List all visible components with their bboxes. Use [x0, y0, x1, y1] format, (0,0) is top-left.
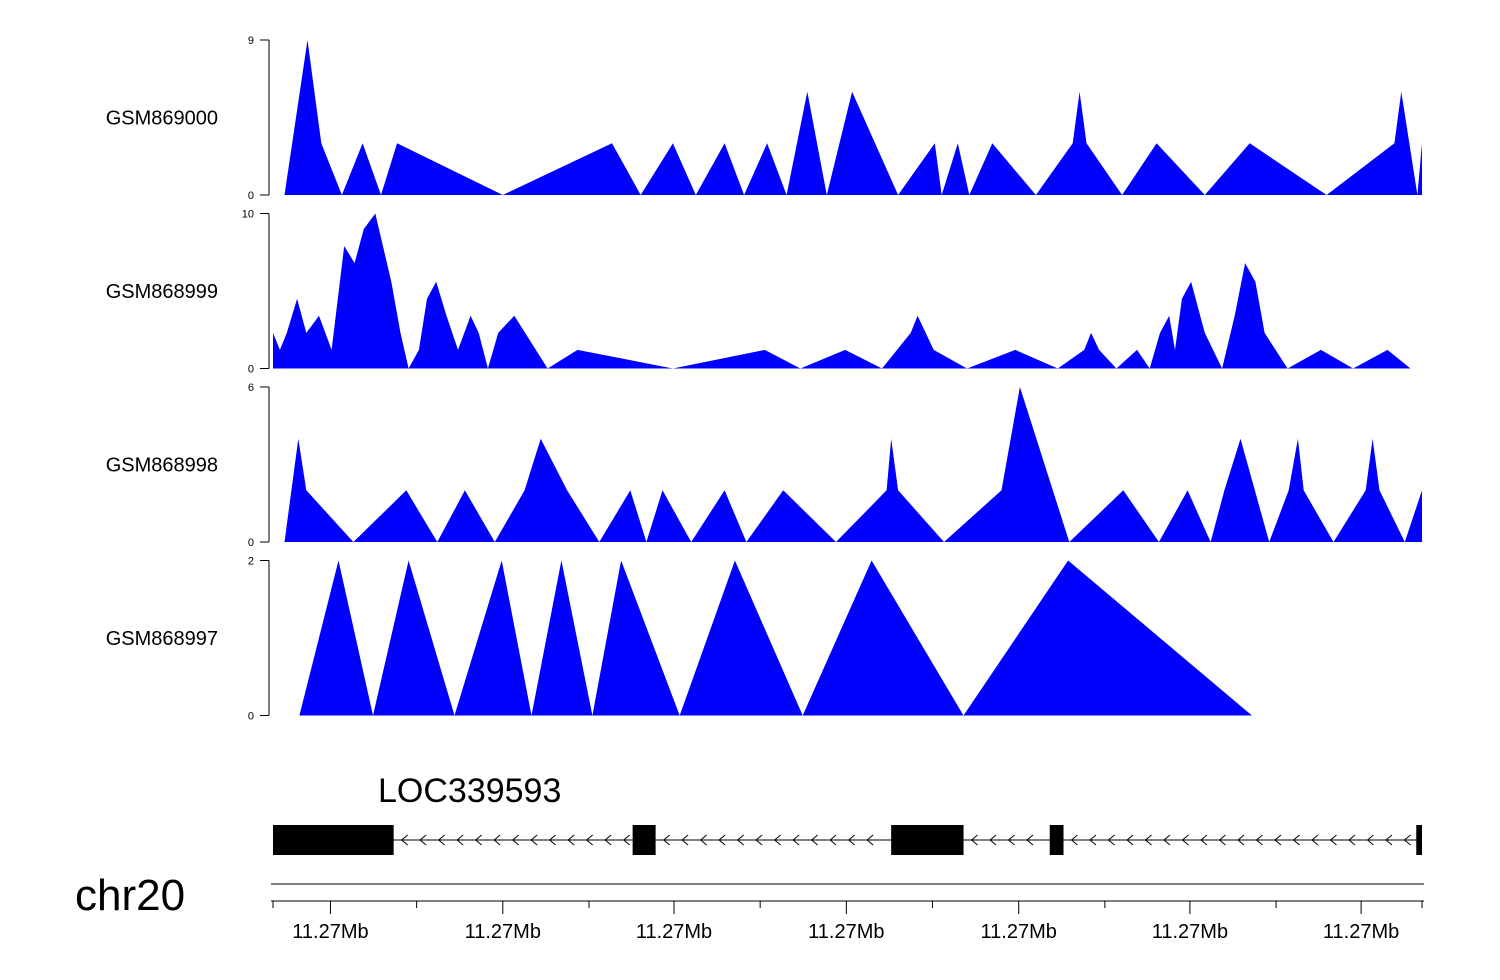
y-tick-label: 6 — [248, 382, 254, 394]
track-label: GSM868998 — [106, 455, 218, 477]
strand-arrow-icon — [1237, 834, 1245, 846]
strand-arrow-icon — [511, 834, 519, 846]
strand-arrow-icon — [1329, 834, 1337, 846]
exon — [632, 825, 656, 855]
strand-arrow-icon — [1255, 834, 1263, 846]
strand-arrow-icon — [1144, 834, 1152, 846]
strand-arrow-icon — [866, 834, 874, 846]
strand-arrow-icon — [548, 834, 556, 846]
data-tracks: GSM86900009GSM868999010GSM86899806GSM868… — [106, 35, 1422, 723]
track-gsm869000: GSM869000 0 9 — [106, 35, 1422, 202]
strand-arrow-icon — [662, 834, 670, 846]
y-tick-label: 0 — [248, 190, 254, 202]
gene-label: LOC339593 — [378, 772, 561, 810]
y-tick-label: 0 — [248, 364, 254, 376]
coverage-area — [284, 40, 1422, 195]
track-gsm868999: GSM868999 0 10 — [106, 209, 1411, 376]
gene-model-track: LOC339593 — [273, 772, 1422, 855]
strand-arrow-icon — [1070, 834, 1078, 846]
exon — [273, 825, 394, 855]
strand-arrow-icon — [1292, 834, 1300, 846]
strand-arrow-icon — [1163, 834, 1171, 846]
axis-tick-label: 11.27Mb — [981, 921, 1057, 943]
exon — [1049, 825, 1064, 855]
strand-arrow-icon — [1026, 834, 1034, 846]
strand-arrow-icon — [1274, 834, 1282, 846]
strand-arrow-icon — [970, 834, 978, 846]
strand-arrow-icon — [810, 834, 818, 846]
y-tick-label: 9 — [248, 35, 254, 47]
strand-arrow-icon — [493, 834, 501, 846]
axis-tick-label: 11.27Mb — [292, 921, 368, 943]
track-label: GSM868997 — [106, 628, 218, 650]
strand-arrow-icon — [736, 834, 744, 846]
track-gsm868998: GSM868998 0 6 — [106, 382, 1422, 549]
coverage-area — [299, 560, 1252, 716]
strand-arrow-icon — [622, 834, 630, 846]
exon — [891, 825, 964, 855]
strand-arrow-icon — [989, 834, 997, 846]
coverage-area — [273, 213, 1411, 369]
strand-arrow-icon — [530, 834, 538, 846]
exon — [1416, 825, 1422, 855]
strand-arrow-icon — [474, 834, 482, 846]
track-label: GSM868999 — [106, 281, 218, 303]
track-label: GSM869000 — [106, 108, 218, 130]
strand-arrow-icon — [681, 834, 689, 846]
strand-arrow-icon — [699, 834, 707, 846]
strand-arrow-icon — [437, 834, 445, 846]
strand-arrow-icon — [773, 834, 781, 846]
y-tick-label: 0 — [248, 537, 254, 549]
axis-tick-label: 11.27Mb — [1152, 921, 1228, 943]
strand-arrow-icon — [1403, 834, 1411, 846]
strand-arrow-icon — [1089, 834, 1097, 846]
strand-arrow-icon — [847, 834, 855, 846]
strand-arrow-icon — [456, 834, 464, 846]
coverage-area — [284, 387, 1422, 542]
axis-tick-label: 11.27Mb — [636, 921, 712, 943]
strand-arrow-icon — [1181, 834, 1189, 846]
y-tick-label: 2 — [248, 556, 254, 568]
axis-tick-label: 11.27Mb — [808, 921, 884, 943]
strand-arrow-icon — [829, 834, 837, 846]
strand-arrow-icon — [419, 834, 427, 846]
strand-arrow-icon — [1007, 834, 1015, 846]
strand-arrow-icon — [1107, 834, 1115, 846]
strand-arrow-icon — [1385, 834, 1393, 846]
strand-arrow-icon — [718, 834, 726, 846]
y-tick-label: 0 — [248, 711, 254, 723]
strand-arrow-icon — [755, 834, 763, 846]
strand-arrow-icon — [792, 834, 800, 846]
track-gsm868997: GSM868997 0 2 — [106, 556, 1252, 723]
strand-arrow-icon — [1218, 834, 1226, 846]
strand-arrow-icon — [604, 834, 612, 846]
chromosome-label: chr20 — [75, 871, 185, 920]
y-tick-label: 10 — [242, 209, 254, 221]
strand-arrow-icon — [567, 834, 575, 846]
strand-arrow-icon — [1311, 834, 1319, 846]
strand-arrow-icon — [1348, 834, 1356, 846]
axis-tick-label: 11.27Mb — [465, 921, 541, 943]
strand-arrow-icon — [1366, 834, 1374, 846]
strand-arrow-icon — [1200, 834, 1208, 846]
axis-tick-label: 11.27Mb — [1323, 921, 1399, 943]
strand-arrow-icon — [400, 834, 408, 846]
genome-axis: chr20 11.27Mb 11.27Mb 11.27Mb 11.27Mb 11.27M… — [75, 871, 1424, 943]
strand-arrow-icon — [585, 834, 593, 846]
strand-arrow-icon — [1126, 834, 1134, 846]
